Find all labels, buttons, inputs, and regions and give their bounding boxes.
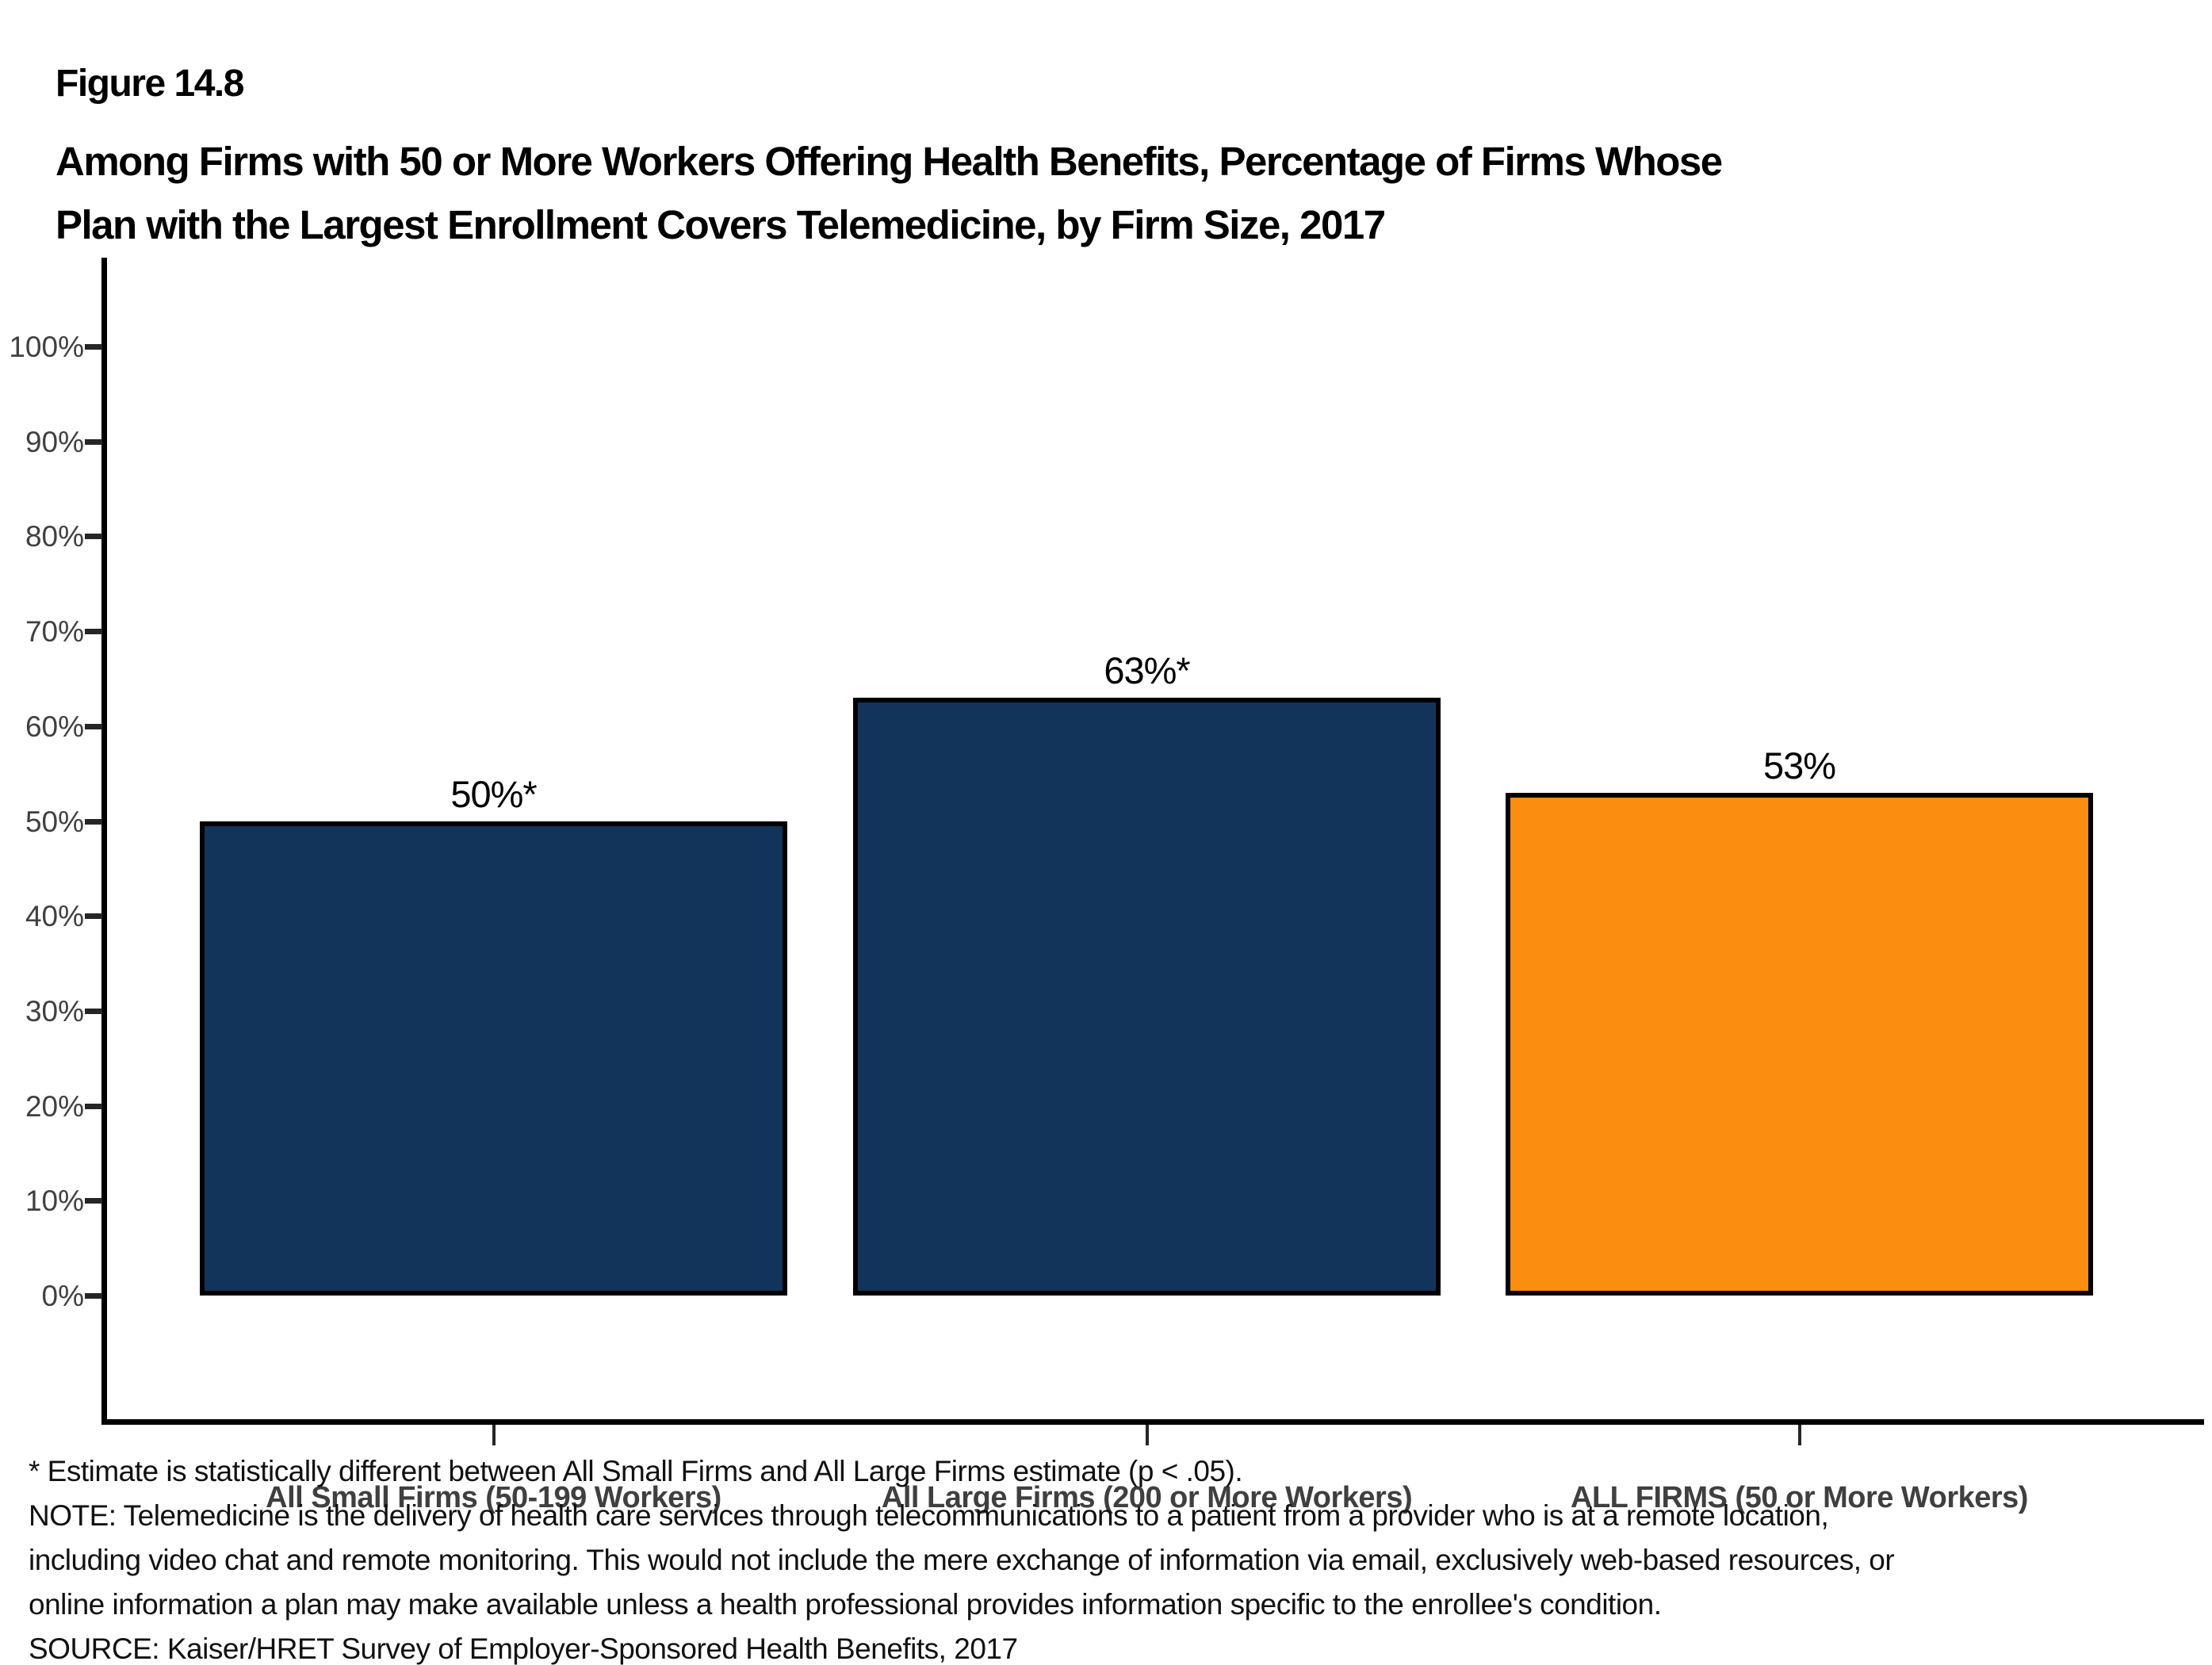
chart-header: Figure 14.8 Among Firms with 50 or More … (55, 63, 1723, 246)
footnote-line: NOTE: Telemedicine is the delivery of he… (29, 1499, 1829, 1532)
y-axis-tick-label: 30% (25, 994, 84, 1028)
x-axis-category-label: All Large Firms (200 or More Workers) (881, 1481, 1413, 1514)
chart-title-line-1: Among Firms with 50 or More Workers Offe… (55, 139, 1723, 184)
y-axis-line (101, 258, 107, 1424)
x-axis-category-label: All Small Firms (50-199 Workers) (266, 1481, 721, 1514)
y-axis-tick-label: 90% (25, 425, 84, 458)
y-axis-tick (85, 629, 102, 635)
footnotes: * Estimate is statistically different be… (29, 1449, 1895, 1665)
y-axis-tick-label: 60% (25, 710, 84, 743)
bar-value-label: 53% (1762, 744, 1836, 787)
y-axis-tick (85, 438, 102, 445)
y-axis-tick-label: 20% (25, 1089, 84, 1123)
y-axis-tick-label: 40% (25, 900, 84, 933)
footnote-line: including video chat and remote monitori… (29, 1544, 1895, 1576)
footnote-line: * Estimate is statistically different be… (29, 1455, 1243, 1487)
y-axis-tick-label: 100% (9, 331, 84, 363)
y-axis-tick-label: 50% (25, 805, 84, 838)
footnote-line: online information a plan may make avail… (29, 1588, 1662, 1621)
footnote-line: SOURCE: Kaiser/HRET Survey of Employer-S… (29, 1632, 1018, 1665)
x-axis-line (101, 1419, 2204, 1425)
x-axis-tick (1145, 1425, 1149, 1445)
y-axis-tick (85, 1008, 102, 1014)
x-axis-tick (492, 1425, 496, 1445)
y-axis-tick-label: 10% (25, 1185, 84, 1218)
y-axis-tick (85, 1198, 102, 1204)
y-axis-tick-label: 70% (25, 615, 84, 649)
y-axis-tick-label: 80% (25, 520, 84, 553)
y-axis-tick-label: 0% (41, 1280, 84, 1312)
y-axis-tick (85, 1293, 102, 1299)
y-axis-tick (85, 534, 102, 540)
bar-value-label: 63%* (1104, 649, 1190, 691)
y-axis-tick (85, 723, 102, 729)
y-axis-tick (85, 913, 102, 920)
y-axis-tick (85, 1103, 102, 1109)
bar-3 (1506, 792, 2093, 1296)
y-axis-tick (85, 344, 102, 350)
x-axis-category-label: ALL FIRMS (50 or More Workers) (1571, 1481, 2028, 1514)
chart-title-line-2: Plan with the Largest Enrollment Covers … (55, 202, 1386, 247)
x-axis-tick (1797, 1425, 1801, 1445)
bar-1 (200, 821, 787, 1296)
y-axis-tick (85, 818, 102, 825)
bar-value-label: 50%* (450, 772, 537, 815)
figure-number: Figure 14.8 (55, 63, 244, 105)
bar-2 (853, 697, 1441, 1296)
